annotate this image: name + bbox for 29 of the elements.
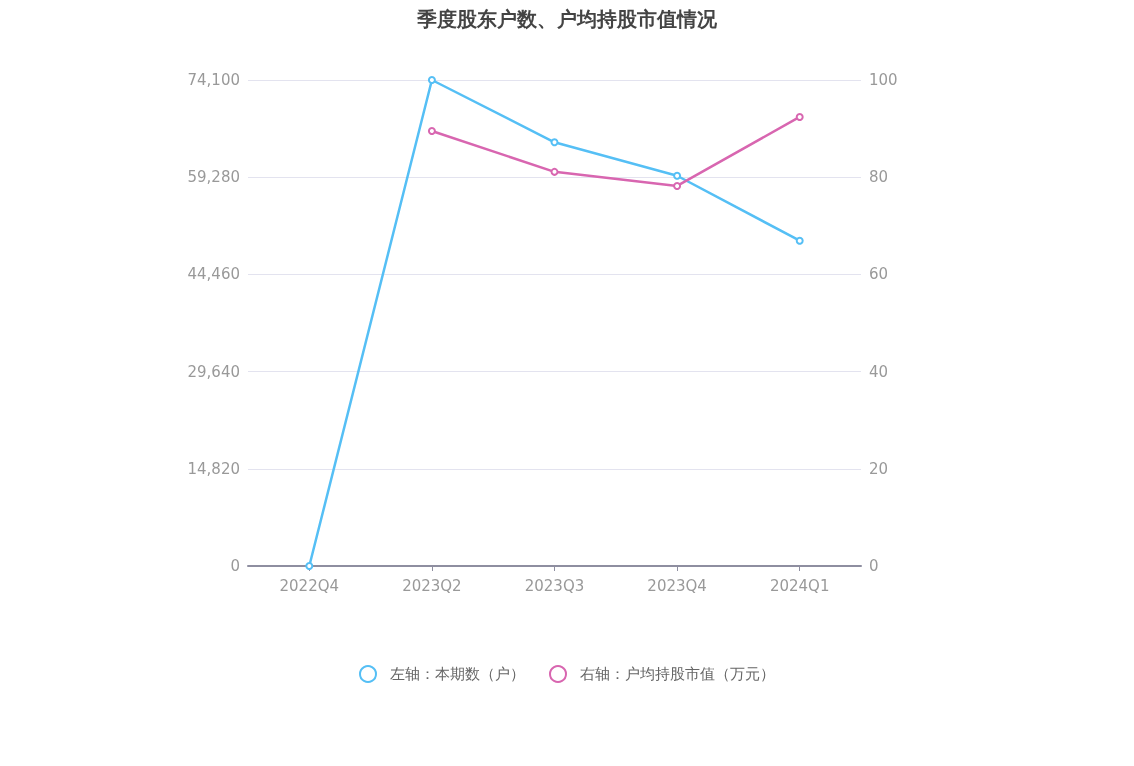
y-tick-label: 59,280: [187, 168, 240, 187]
legend-label: 右轴：户均持股市值（万元）: [580, 665, 775, 683]
point: [427, 127, 436, 136]
x-tick-label: 2022Q4: [279, 576, 340, 595]
y2-tick-label: 100: [869, 71, 898, 89]
point: [795, 112, 804, 121]
y-tick-label: 0: [230, 557, 240, 575]
point: [673, 171, 682, 180]
legend-label: 左轴：本期数（户）: [390, 665, 525, 683]
point: [795, 236, 804, 245]
point: [550, 138, 559, 147]
x-tick-label: 2023Q2: [402, 576, 462, 595]
point: [673, 181, 682, 190]
point: [427, 76, 436, 84]
y2-tick-label: 60: [869, 265, 889, 284]
y-tick-label: 14,820: [187, 459, 240, 478]
x-tick-label: 2023Q4: [647, 576, 707, 595]
y2-tick-label: 80: [869, 168, 889, 187]
chart-title: 季度股东户数、户均持股市值情况: [416, 7, 718, 31]
x-tick-label: 2024Q1: [769, 576, 830, 595]
point: [550, 167, 559, 176]
y-tick-label: 44,460: [187, 265, 240, 284]
y-tick-label: 74,100: [187, 71, 240, 89]
y2-tick-label: 40: [869, 362, 889, 381]
y-tick-label: 29,640: [187, 362, 240, 381]
x-tick-label: 2023Q3: [524, 576, 585, 595]
point: [305, 562, 314, 570]
y2-tick-label: 0: [869, 557, 879, 575]
y2-tick-label: 20: [869, 459, 889, 478]
